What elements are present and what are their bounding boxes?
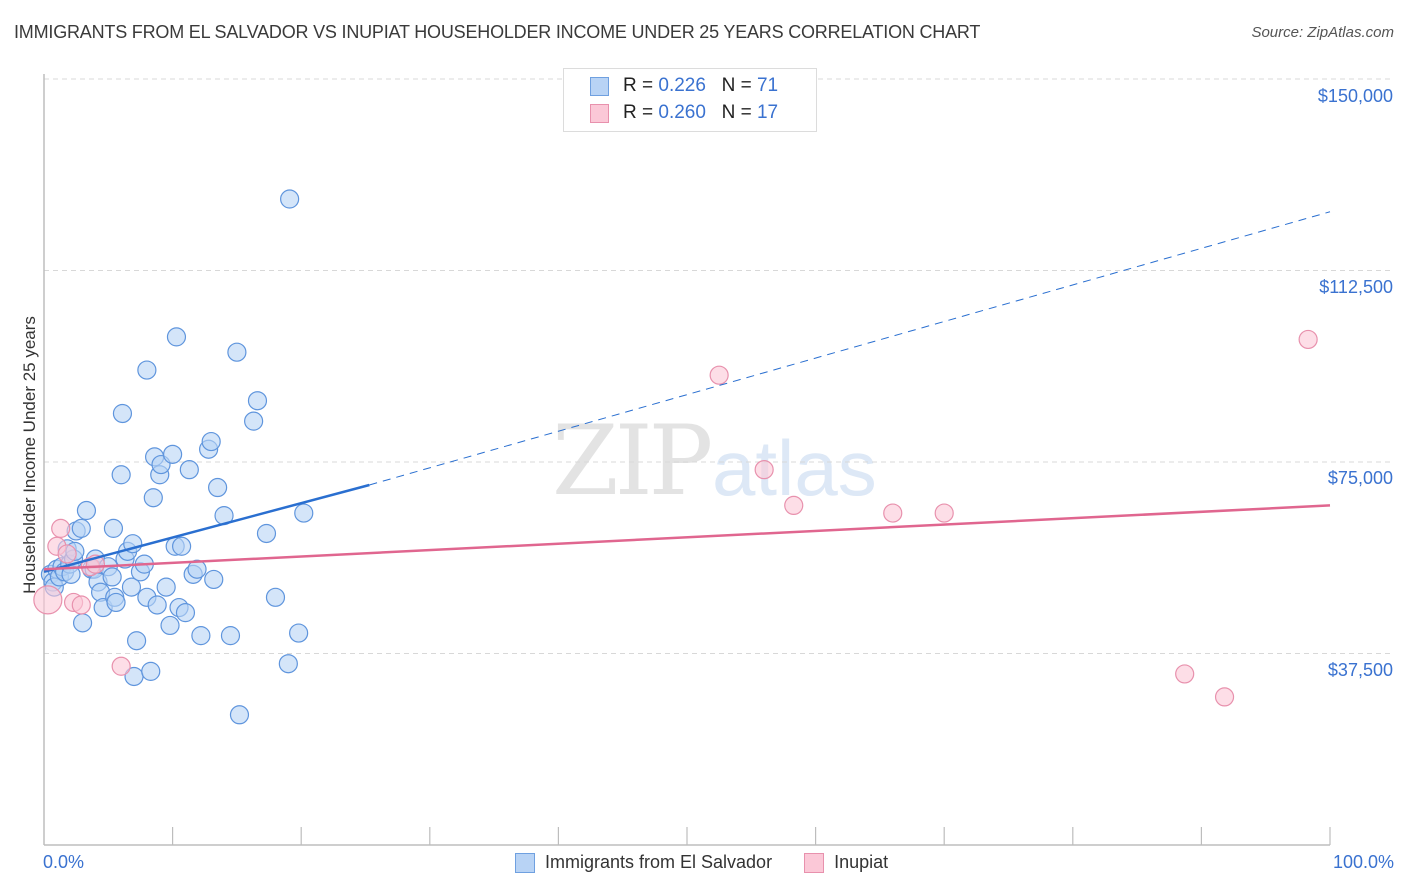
chart-title: IMMIGRANTS FROM EL SALVADOR VS INUPIAT H… (14, 22, 981, 42)
legend-item-el-salvador[interactable]: Immigrants from El Salvador (515, 852, 772, 873)
r-label: R = (623, 102, 654, 123)
legend-swatch-pink (590, 103, 609, 123)
n-value: 17 (756, 102, 779, 123)
legend-row-el-salvador: R = 0.226 N = 71 (590, 75, 778, 97)
legend-swatch-blue (590, 76, 609, 96)
y-axis-label: Householder Income Under 25 years (20, 316, 39, 594)
legend-row-inupiat: R = 0.260 N = 17 (590, 102, 778, 124)
legend-swatch-blue (515, 852, 535, 873)
series-inupiat-points (33, 329, 1318, 707)
series-el-salvador-points (40, 189, 314, 725)
r-value: 0.260 (658, 102, 706, 123)
r-value: 0.226 (658, 75, 706, 96)
legend-n: N = 17 (711, 102, 779, 124)
series-legend: Immigrants from El Salvador Inupiat (515, 852, 920, 873)
x-tick-min: 0.0% (43, 852, 85, 872)
axes (43, 74, 1331, 846)
y-tick-75000: $75,000 (1327, 468, 1393, 488)
y-tick-112500: $112,500 (1319, 277, 1393, 297)
n-value: 71 (756, 75, 779, 96)
trend-lines (43, 211, 1331, 574)
y-tick-37500: $37,500 (1327, 660, 1393, 680)
r-label: R = (623, 75, 654, 96)
legend-r: R = 0.226 (623, 75, 711, 97)
legend-label: Immigrants from El Salvador (545, 852, 773, 872)
y-tick-150000: $150,000 (1317, 86, 1393, 106)
legend-swatch-pink (804, 852, 825, 873)
stats-legend: R = 0.226 N = 71 R = 0.260 N = 17 (563, 68, 817, 132)
legend-r: R = 0.260 (623, 102, 711, 124)
n-label: N = (721, 75, 752, 96)
source-label: Source: ZipAtlas.com (1251, 24, 1394, 41)
x-tick-max: 100.0% (1332, 852, 1394, 872)
legend-label: Inupiat (834, 852, 889, 872)
n-label: N = (721, 102, 752, 123)
legend-item-inupiat[interactable]: Inupiat (804, 852, 888, 873)
watermark-zip: ZIP (552, 405, 713, 517)
legend-n: N = 71 (711, 75, 779, 97)
